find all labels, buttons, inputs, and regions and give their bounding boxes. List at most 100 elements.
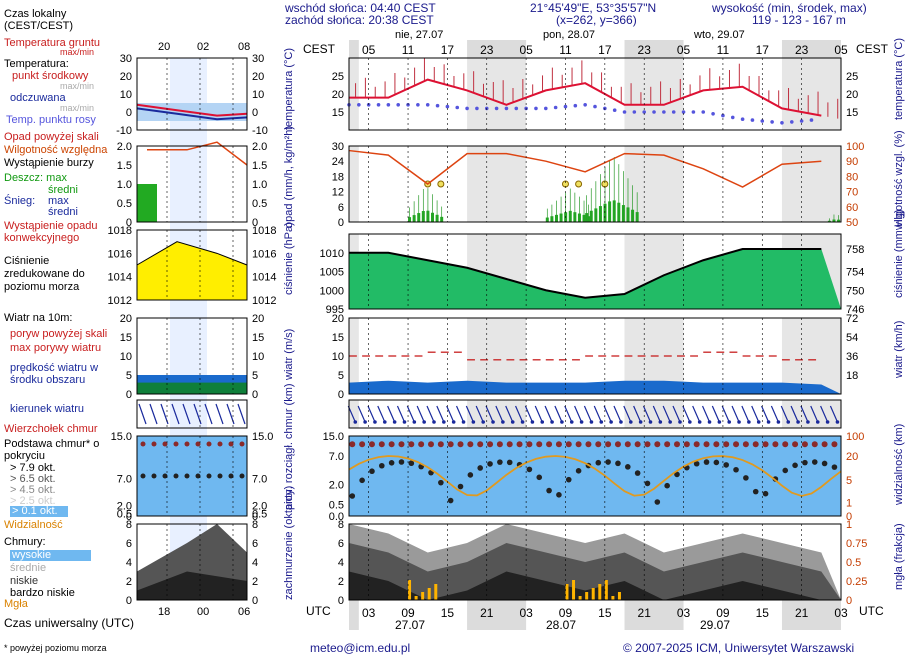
- mini-tick-right: 30: [252, 53, 264, 65]
- dew-point: [357, 103, 361, 107]
- cloud-top-dot: [378, 441, 385, 448]
- cloud-base-dot: [723, 462, 729, 468]
- cloud-top-dot: [467, 441, 474, 448]
- cover-low: [349, 571, 841, 600]
- mini-cloud-top: [239, 441, 245, 447]
- night-band: [781, 58, 841, 130]
- cloud-top-dot: [457, 441, 464, 448]
- cloud-base-dot: [762, 490, 769, 497]
- fog-bar: [598, 584, 602, 600]
- fog-tick-right: 0.5: [846, 557, 861, 569]
- vis-tick-right: 100: [846, 431, 864, 443]
- dew-point: [386, 103, 391, 107]
- sunset-text: zachód słońca: 20:38 CEST: [285, 13, 434, 27]
- cloud-base-dot: [487, 461, 493, 467]
- wind-arrow-head: [461, 420, 466, 424]
- fog-tick-right: 0.75: [846, 538, 867, 550]
- mini-frame: [136, 57, 248, 131]
- cloud-base-dot: [595, 459, 602, 466]
- mini-cloud-base: [173, 473, 179, 479]
- wind-tick-left: 0: [338, 389, 344, 401]
- night-band: [624, 400, 684, 428]
- dew-point: [790, 120, 794, 124]
- cloud-bg: [349, 436, 841, 516]
- vis-tick-right: 5: [846, 475, 852, 487]
- wind-arrow: [377, 405, 386, 423]
- wind-tick-right: 54: [846, 332, 858, 344]
- cloud-top-dot: [516, 441, 523, 448]
- mini-tick-left: 6: [126, 538, 132, 550]
- cloud-top-dot: [487, 441, 494, 448]
- dew-point: [642, 110, 646, 114]
- dew-point: [799, 119, 804, 123]
- wind-arrow: [652, 405, 661, 423]
- mini-tick-left: 0.5: [117, 508, 132, 520]
- dew-point: [534, 106, 538, 111]
- legend-low: niskie: [10, 575, 39, 587]
- dew-point: [809, 118, 814, 122]
- wind-arrow: [721, 405, 730, 423]
- cover-tick-left: 6: [338, 538, 344, 550]
- cloud-top-dot: [733, 441, 740, 448]
- cloud-base-dot: [792, 462, 798, 469]
- legend-gust-above: poryw powyżej skali: [10, 328, 108, 340]
- mini-tick-right: 0.5: [252, 508, 267, 520]
- cloud-top-dot: [536, 441, 543, 448]
- wind-arrow: [642, 405, 652, 423]
- wind-arrow-head: [815, 420, 820, 424]
- wind-tick-left: 15: [332, 332, 344, 344]
- mini-wind-inner: [137, 382, 247, 394]
- axis-press-left: ciśnienie (hPa): [283, 222, 295, 295]
- cloud-base-dot: [506, 459, 513, 466]
- night-band: [349, 146, 359, 222]
- mini-wind-arrow: [204, 403, 213, 425]
- wind-arrow: [495, 405, 504, 423]
- legend-temp-title: Temperatura:: [4, 58, 69, 70]
- fog-bar: [427, 588, 431, 600]
- temp-tick-right: 20: [846, 89, 858, 101]
- mini-tick-right: -10: [252, 125, 268, 137]
- mini-frame: [136, 523, 248, 601]
- panel-frame: [348, 145, 842, 223]
- temp-tick-right: 15: [846, 107, 858, 119]
- dew-point: [553, 105, 558, 110]
- axis-wind-left: wiatr (m/s): [283, 328, 295, 380]
- cloud-top-dot: [654, 441, 661, 448]
- dew-point: [662, 110, 666, 114]
- night-band-header: [467, 40, 527, 58]
- wind-arrow: [682, 405, 691, 423]
- mini-tick-right: 1.5: [252, 160, 267, 172]
- footer-email[interactable]: meteo@icm.edu.pl: [310, 641, 411, 655]
- wind-arrow: [701, 405, 711, 423]
- press-tick-left: 1005: [320, 267, 344, 279]
- mini-temp-line: [136, 103, 248, 117]
- dew-point: [583, 103, 587, 107]
- cloud-top-dot: [821, 441, 828, 448]
- wind-arrow: [662, 405, 671, 423]
- wind-arrow: [465, 405, 474, 423]
- utc-hour-label: 09: [559, 606, 573, 620]
- humidity-tick-right: 90: [846, 156, 858, 168]
- press-tick-right: 754: [846, 267, 864, 279]
- mini-frame: [136, 435, 248, 517]
- wind-arrow: [446, 405, 455, 423]
- wind-arrow-head: [373, 420, 377, 424]
- cloud-base-dot: [615, 460, 621, 467]
- fog-bar: [604, 580, 608, 600]
- mini-cloud-top: [195, 441, 201, 447]
- dew-point: [681, 110, 686, 114]
- dew-point: [671, 110, 676, 114]
- cloud-top-dot: [565, 441, 572, 448]
- cloud-base-dot: [369, 468, 375, 475]
- night-band: [349, 400, 359, 428]
- temp-line: [349, 78, 822, 117]
- legend-clouds: Chmury:: [4, 536, 46, 548]
- fog-bar: [617, 592, 621, 600]
- wind-arrow-head: [648, 420, 653, 424]
- cest-hour-label: 23: [638, 43, 652, 57]
- mini-cloud-top: [162, 441, 168, 447]
- wind-arrow: [800, 405, 809, 423]
- utc-hour-label: 15: [756, 606, 770, 620]
- utc-hour-label: 21: [795, 606, 809, 620]
